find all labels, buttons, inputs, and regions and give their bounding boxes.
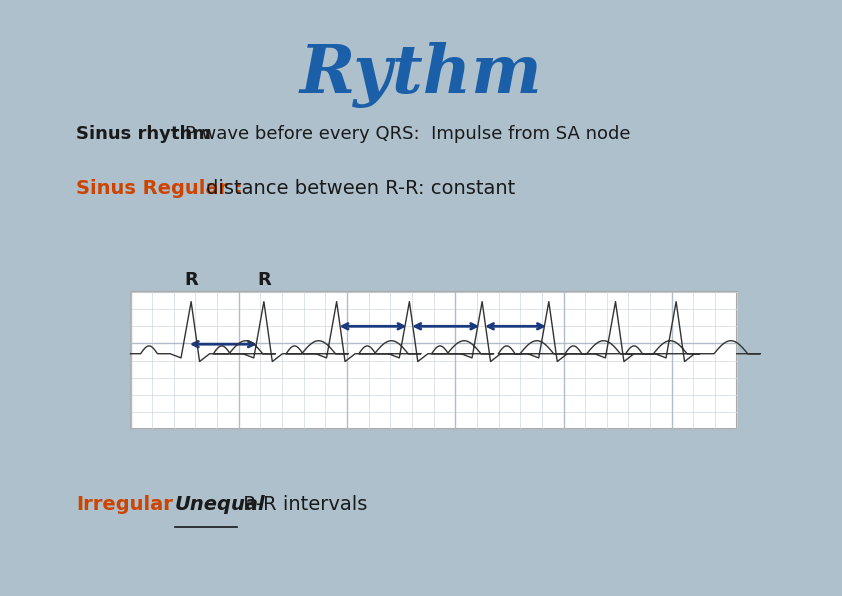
Text: Sinus Regular :: Sinus Regular : [76,179,249,198]
Text: distance between R-R: constant: distance between R-R: constant [206,179,515,198]
Text: Irregular: Irregular [76,495,173,514]
Text: R: R [257,271,271,289]
Text: Rythm: Rythm [300,42,542,108]
FancyBboxPatch shape [131,292,737,429]
Text: R: R [184,271,198,289]
Text: Sinus rhythm: Sinus rhythm [76,125,210,143]
Text: : P wave before every QRS:  Impulse from SA node: : P wave before every QRS: Impulse from … [173,125,630,143]
Text: :: : [156,495,177,514]
Text: Unequal: Unequal [175,495,266,514]
Text: R-R intervals: R-R intervals [237,495,368,514]
